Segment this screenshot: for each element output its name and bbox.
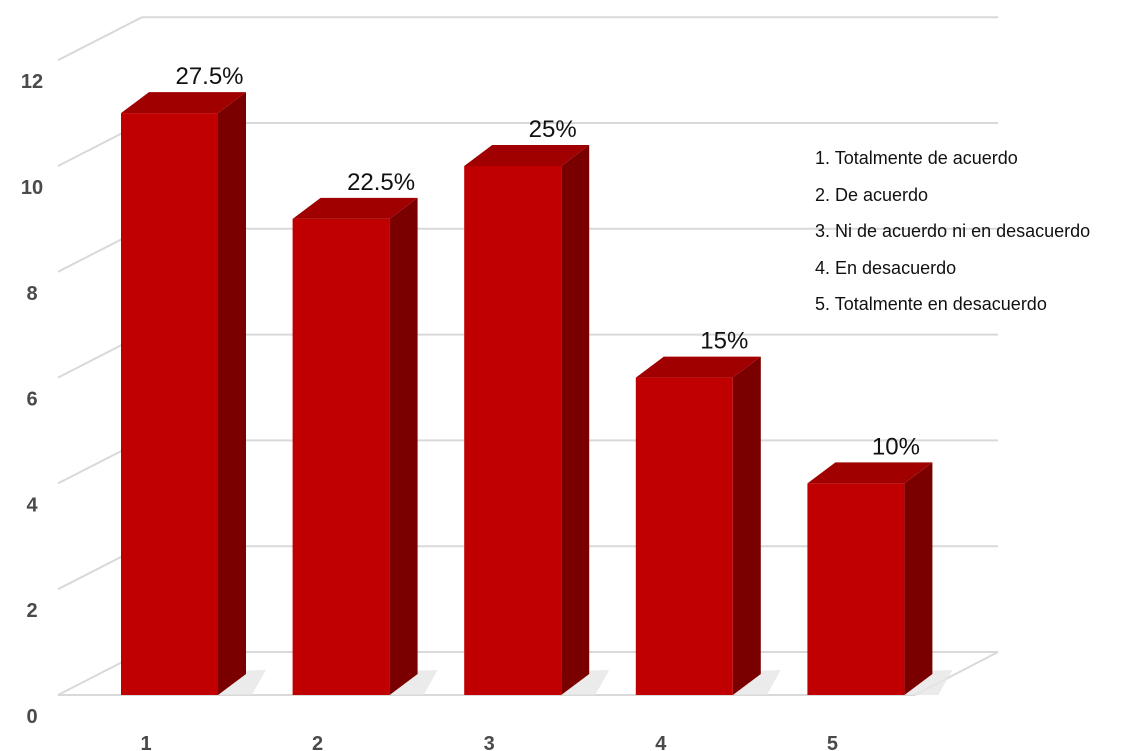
data-label: 25% <box>529 116 577 143</box>
gridline-diagonal <box>57 16 143 62</box>
x-tick-label: 5 <box>827 733 838 751</box>
bar-front-face <box>121 113 218 696</box>
data-label: 27.5% <box>175 63 243 90</box>
legend-item: 5. Totalmente en desacuerdo <box>815 294 1047 314</box>
x-tick-label: 3 <box>484 733 495 751</box>
y-tick-label: 2 <box>26 600 37 622</box>
legend-item: 3. Ni de acuerdo ni en desacuerdo <box>815 221 1091 241</box>
bar-top-face <box>121 92 246 114</box>
bar-side-face <box>732 356 761 695</box>
x-axis-ticks: 1 2 3 4 5 <box>140 733 838 751</box>
bar-front-face <box>464 166 562 695</box>
bar <box>292 197 438 695</box>
legend-item: 4. En desacuerdo <box>815 257 957 278</box>
y-tick-label: 0 <box>26 706 37 728</box>
bar-top-face <box>807 462 933 484</box>
bar-front-face <box>635 377 733 695</box>
legend-item: 1. Totalmente de acuerdo <box>815 148 1018 168</box>
data-label: 15% <box>700 328 748 355</box>
bar <box>807 462 953 695</box>
bar-top-face <box>292 197 418 219</box>
x-tick-label: 4 <box>655 733 667 751</box>
bars <box>121 92 953 696</box>
bar-side-face <box>389 197 418 695</box>
data-label: 22.5% <box>347 169 415 196</box>
bar <box>464 145 610 695</box>
y-tick-label: 12 <box>21 71 43 93</box>
bar-side-face <box>218 92 246 696</box>
bar-front-face <box>292 218 390 695</box>
x-tick-label: 1 <box>140 733 151 751</box>
y-tick-label: 10 <box>21 177 43 199</box>
y-tick-label: 4 <box>26 494 38 516</box>
bar <box>635 356 781 695</box>
data-label: 10% <box>872 433 920 460</box>
bar-front-face <box>807 483 905 695</box>
bar-top-face <box>464 145 590 166</box>
legend-item: 2. De acuerdo <box>815 184 929 205</box>
y-tick-label: 6 <box>26 389 37 411</box>
bar-side-face <box>904 462 933 695</box>
y-axis-ticks: 0 2 4 6 8 10 12 <box>21 71 43 728</box>
bar <box>121 92 266 696</box>
bar-top-face <box>635 356 761 378</box>
data-labels: 27.5% 22.5% 25% 15% 10% <box>175 63 919 460</box>
bar-side-face <box>561 145 590 695</box>
legend: 1. Totalmente de acuerdo 2. De acuerdo 3… <box>815 146 1090 329</box>
x-tick-label: 2 <box>312 733 323 751</box>
y-tick-label: 8 <box>26 283 37 305</box>
